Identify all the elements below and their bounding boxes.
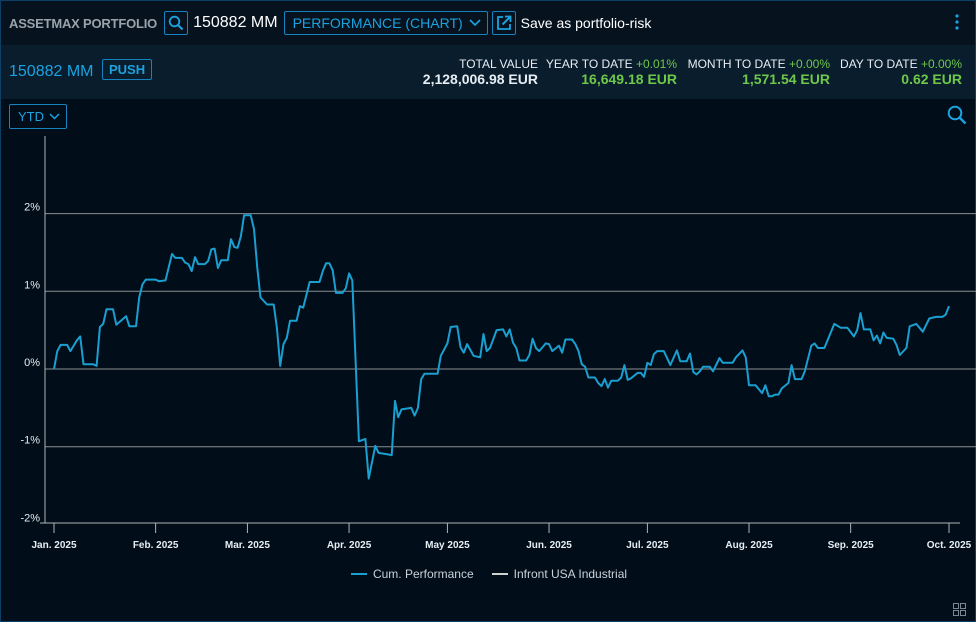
stat-pct: +0.00% xyxy=(788,57,830,71)
view-select-value: PERFORMANCE (CHART) xyxy=(292,15,463,31)
x-tick-label: Jan. 2025 xyxy=(31,540,76,551)
save-as-label[interactable]: Save as portfolio-risk xyxy=(520,15,652,31)
y-tick-label: 1% xyxy=(24,279,40,291)
stat-year-to-date: YEAR TO DATE +0.01% 16,649.18 EUR xyxy=(546,57,677,87)
app-title: ASSETMAX PORTFOLIO xyxy=(9,15,158,31)
stat-label: YEAR TO DATE xyxy=(545,57,633,71)
performance-chart: 2% 1% 0% -1% -2% Jan. 2025 Feb. 2025 Mar. 2025… xyxy=(20,136,976,551)
y-tick-label: -2% xyxy=(20,512,40,524)
x-tick-label: Jul. 2025 xyxy=(626,540,669,551)
stat-value: 16,649.18 EUR xyxy=(581,71,677,87)
chart-legend: Cum. Performance Infront USA Industrial xyxy=(1,567,976,581)
y-tick-label: 0% xyxy=(24,357,40,369)
stat-label: TOTAL VALUE xyxy=(459,57,538,71)
y-tick-label: 2% xyxy=(24,202,40,214)
portfolio-id-label: 150882 MM xyxy=(9,63,94,80)
search-button[interactable] xyxy=(164,11,189,35)
layout-grid-icon[interactable] xyxy=(953,603,966,616)
x-tick-label: Oct. 2025 xyxy=(927,540,972,551)
x-tick-label: Sep. 2025 xyxy=(828,540,875,551)
stat-value: 0.62 EUR xyxy=(901,71,962,87)
kebab-menu-icon[interactable] xyxy=(955,14,959,30)
portfolio-summary: 150882 MM PUSH TOTAL VALUE 2,128,006.98 … xyxy=(1,45,975,99)
chevron-down-icon xyxy=(469,19,481,27)
x-tick-label: Apr. 2025 xyxy=(327,540,372,551)
legend-swatch xyxy=(491,573,508,575)
period-select[interactable]: YTD xyxy=(9,104,67,129)
x-tick-label: Aug. 2025 xyxy=(725,540,773,551)
stat-value: 2,128,006.98 EUR xyxy=(422,71,538,87)
x-tick-label: Jun. 2025 xyxy=(526,540,572,551)
chevron-down-icon xyxy=(49,113,60,120)
chart-zoom-icon[interactable] xyxy=(947,105,967,125)
y-tick-label: -1% xyxy=(20,435,40,447)
search-icon xyxy=(168,15,184,31)
stat-month-to-date: MONTH TO DATE +0.00% 1,571.54 EUR xyxy=(688,57,830,87)
view-select[interactable]: PERFORMANCE (CHART) xyxy=(283,11,488,35)
stat-value: 1,571.54 EUR xyxy=(742,71,830,87)
stat-pct: +0.00% xyxy=(920,57,962,71)
stat-label: MONTH TO DATE xyxy=(687,57,786,71)
x-tick-label: Feb. 2025 xyxy=(133,540,179,551)
period-select-value: YTD xyxy=(18,109,44,124)
x-tick-label: May 2025 xyxy=(425,540,470,551)
series-line-cum-performance xyxy=(53,214,950,480)
stat-label: DAY TO DATE xyxy=(840,57,918,71)
stat-day-to-date: DAY TO DATE +0.00% 0.62 EUR xyxy=(840,57,962,87)
push-button[interactable]: PUSH xyxy=(102,59,153,80)
legend-item-cum-performance[interactable]: Cum. Performance xyxy=(350,567,474,581)
portfolio-id: 150882 MM xyxy=(193,14,278,31)
stat-total-value: TOTAL VALUE 2,128,006.98 EUR xyxy=(423,57,538,87)
legend-label: Infront USA Industrial xyxy=(513,567,628,581)
save-as-button[interactable] xyxy=(491,11,516,35)
top-toolbar: ASSETMAX PORTFOLIO 150882 MM PERFORMANCE… xyxy=(1,1,975,45)
external-link-icon xyxy=(496,15,512,30)
legend-item-benchmark[interactable]: Infront USA Industrial xyxy=(491,567,628,581)
legend-label: Cum. Performance xyxy=(372,567,474,581)
stat-pct: +0.01% xyxy=(635,57,677,71)
x-tick-label: Mar. 2025 xyxy=(225,540,270,551)
legend-swatch xyxy=(350,573,367,575)
footer-bar xyxy=(1,599,975,621)
